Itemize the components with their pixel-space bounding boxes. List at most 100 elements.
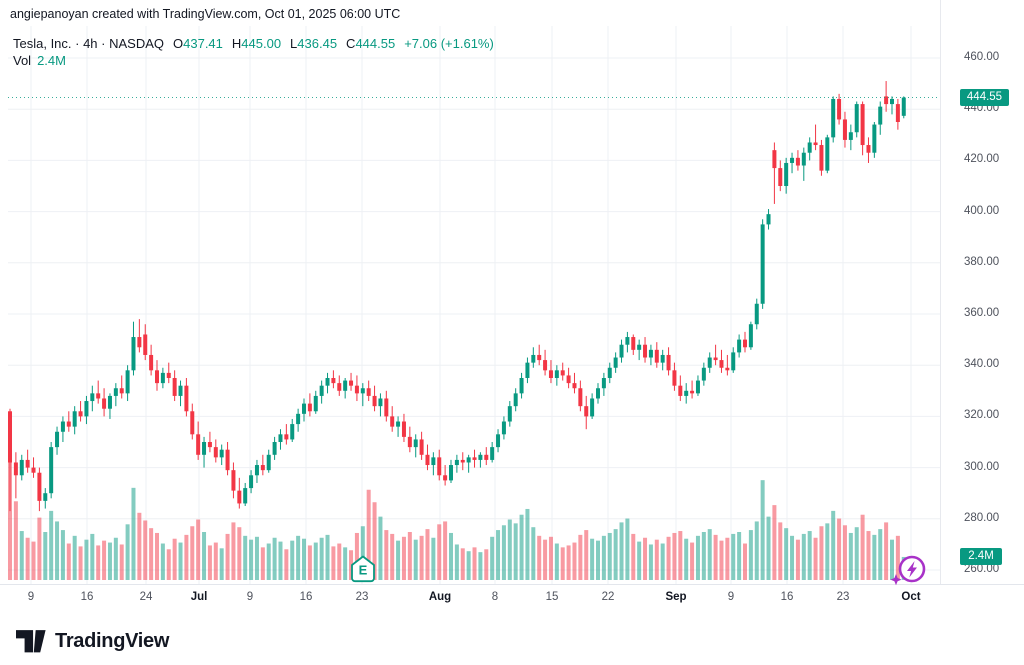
- volume-bar: [519, 514, 524, 580]
- candle: [484, 454, 489, 460]
- volume-bar: [648, 544, 653, 580]
- flash-icon[interactable]: [889, 552, 931, 595]
- volume-bar: [390, 533, 395, 580]
- candle: [107, 395, 112, 409]
- candle: [737, 339, 742, 353]
- candle: [337, 383, 342, 391]
- change-value: +7.06 (+1.61%): [404, 36, 494, 51]
- volume-bar: [590, 538, 595, 580]
- candle: [166, 372, 171, 378]
- volume-bar: [760, 480, 765, 580]
- candle: [454, 459, 459, 466]
- candle: [672, 370, 677, 386]
- candle: [13, 462, 18, 476]
- volume-bar: [37, 517, 42, 580]
- time-tick: Oct: [901, 591, 921, 603]
- candle: [784, 162, 789, 186]
- candle: [578, 388, 583, 407]
- open-label: O: [173, 36, 184, 51]
- candle: [731, 352, 736, 371]
- volume-bar: [737, 532, 742, 580]
- time-axis[interactable]: 9 16 24 Jul 9 16 23 Aug 8 15 22 Sep 9 16 23 Oct: [0, 584, 1024, 613]
- volume-bar: [678, 531, 683, 580]
- candle: [319, 385, 324, 396]
- volume-value: 2.4M: [37, 53, 66, 68]
- volume-bar: [19, 531, 24, 580]
- candle: [531, 354, 536, 363]
- volume-bar: [754, 521, 759, 580]
- candle: [190, 411, 195, 435]
- candle: [49, 447, 54, 494]
- candle: [790, 157, 795, 163]
- volume-bar: [102, 540, 107, 580]
- candle: [725, 367, 730, 371]
- volume-bar: [660, 543, 665, 580]
- candle: [607, 367, 612, 378]
- time-tick: Aug: [428, 591, 452, 603]
- volume-bar: [790, 535, 795, 580]
- candle: [519, 378, 524, 394]
- volume-bar: [343, 547, 348, 580]
- time-tick: 22: [601, 591, 615, 603]
- candle: [537, 354, 542, 361]
- volume-bar: [719, 540, 724, 580]
- volume-bar: [125, 524, 130, 580]
- candle: [160, 372, 165, 384]
- candle: [231, 470, 236, 491]
- candle: [719, 360, 724, 368]
- candle: [137, 337, 142, 348]
- candle: [184, 385, 189, 412]
- volume-bar: [607, 532, 612, 580]
- price-axis[interactable]: 460.00 440.00 420.00 400.00 380.00 360.00 340.…: [941, 0, 1024, 584]
- candle: [149, 354, 154, 371]
- price-tick: 380.00: [964, 255, 1000, 268]
- volume-bar: [878, 529, 883, 580]
- candle: [795, 157, 800, 166]
- candle: [637, 344, 642, 350]
- candle: [243, 488, 248, 504]
- candle: [360, 388, 365, 394]
- candle: [684, 390, 689, 396]
- volume-bar: [713, 534, 718, 580]
- candle: [31, 467, 36, 473]
- candle: [501, 421, 506, 435]
- volume-bar: [260, 547, 265, 580]
- volume-bar: [531, 527, 536, 580]
- volume-bar: [496, 530, 501, 580]
- time-tick: 16: [780, 591, 794, 603]
- volume-bar: [360, 526, 365, 580]
- volume-bar: [196, 519, 201, 580]
- candle: [449, 465, 453, 481]
- candle: [648, 349, 653, 358]
- candle: [872, 124, 877, 153]
- time-tick: 23: [355, 591, 369, 603]
- price-tick: 300.00: [964, 460, 1000, 473]
- volume-bar: [155, 532, 159, 580]
- volume-bar: [537, 535, 542, 580]
- tradingview-logo[interactable]: TradingView: [16, 624, 169, 658]
- volume-bar: [801, 533, 806, 580]
- candle: [278, 434, 283, 442]
- candle: [807, 142, 812, 153]
- volume-bar: [354, 532, 359, 580]
- price-tick: 460.00: [964, 51, 1000, 63]
- last-volume-badge: 2.4M: [960, 548, 1002, 566]
- price-axis-separator: [940, 0, 941, 612]
- candle: [272, 442, 277, 455]
- candle: [842, 119, 847, 140]
- volume-bar: [860, 514, 865, 580]
- volume-bar: [701, 532, 706, 580]
- candle: [155, 370, 159, 384]
- candle: [478, 454, 483, 460]
- earnings-icon[interactable]: E: [350, 555, 376, 588]
- candle: [472, 457, 477, 460]
- candle: [590, 398, 595, 417]
- volume-bar: [72, 535, 77, 580]
- candle: [249, 475, 254, 489]
- candle: [778, 168, 783, 186]
- candle: [619, 344, 624, 358]
- volume-bar: [331, 546, 336, 580]
- candlestick-chart[interactable]: [0, 0, 1024, 612]
- volume-bar: [407, 532, 412, 580]
- candle: [325, 378, 330, 386]
